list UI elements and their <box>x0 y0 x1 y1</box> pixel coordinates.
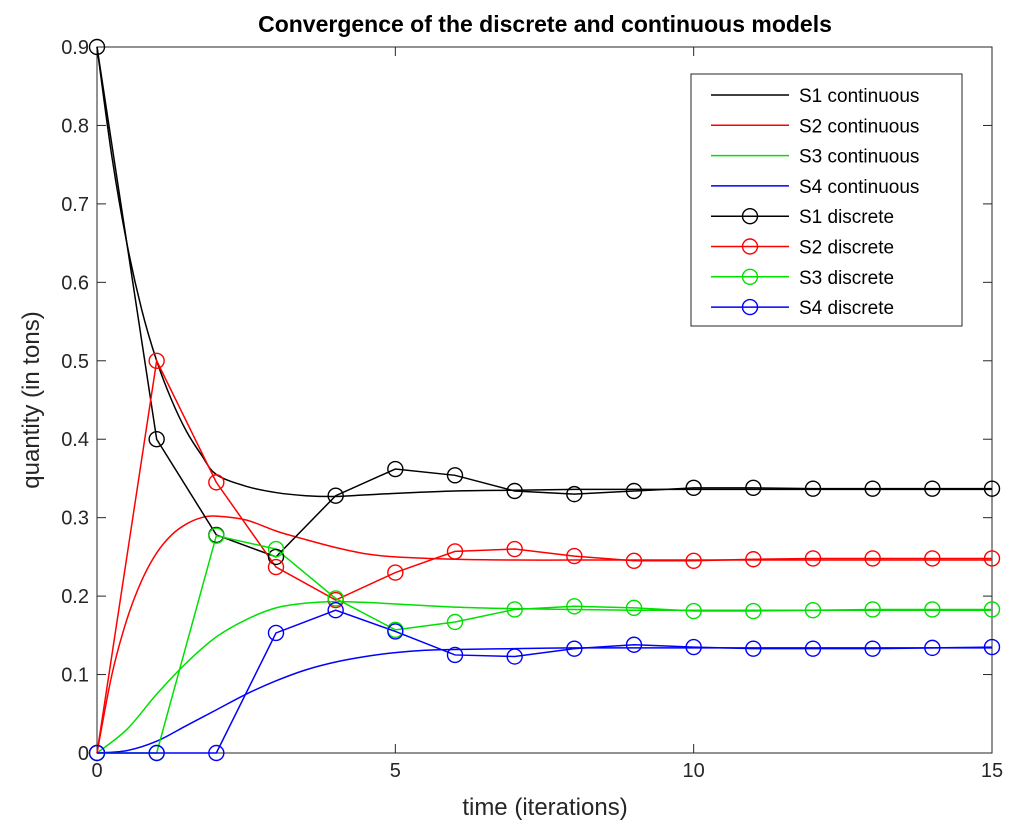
data-point-s2-discrete <box>446 543 464 560</box>
data-point-s1-discrete <box>625 482 643 500</box>
data-point-s4-discrete <box>208 744 225 762</box>
data-point-s3-discrete <box>566 598 583 615</box>
legend-marker-s3-discrete <box>741 268 759 285</box>
x-tick-label: 0 <box>91 760 102 782</box>
data-point-s3-discrete <box>327 590 344 607</box>
y-tick-label: 0.6 <box>61 272 89 294</box>
data-point-s2-discrete <box>924 550 941 567</box>
data-point-s2-discrete <box>745 551 762 568</box>
data-point-s2-discrete <box>506 540 523 558</box>
data-point-s3-discrete <box>506 601 523 618</box>
y-tick-label: 0.7 <box>61 194 89 216</box>
y-tick-label: 0.9 <box>61 37 89 59</box>
data-point-s3-discrete <box>745 602 762 620</box>
data-point-s2-discrete <box>267 558 285 576</box>
data-point-s4-discrete <box>327 602 344 619</box>
data-point-s4-discrete <box>506 648 523 665</box>
series-line-s2-discrete <box>96 358 992 754</box>
legend-entry-label: S2 continuous <box>799 116 919 137</box>
series-line-s1-discrete <box>96 46 992 558</box>
data-point-s2-discrete <box>804 550 822 567</box>
y-tick-label: 0.4 <box>61 429 89 451</box>
legend-marker-s2-discrete <box>741 238 759 255</box>
data-point-s3-discrete <box>924 601 941 618</box>
data-point-s1-discrete <box>148 431 165 448</box>
data-point-s4-discrete <box>864 640 881 657</box>
series-line-s4-continuous <box>96 647 992 754</box>
data-point-s4-discrete <box>983 638 1001 656</box>
legend-entry-label: S4 discrete <box>799 298 894 319</box>
data-point-s1-discrete <box>267 548 285 566</box>
data-point-s4-discrete <box>148 744 165 762</box>
data-point-s2-discrete <box>983 550 1001 567</box>
y-tick-label: 0.2 <box>61 586 89 608</box>
y-tick-label: 0 <box>78 743 89 765</box>
legend-entry-label: S4 continuous <box>799 177 919 198</box>
legend-entry-label: S2 discrete <box>799 238 894 259</box>
data-point-s3-discrete <box>685 602 702 620</box>
data-point-s1-discrete <box>864 480 881 497</box>
series-line-s2-continuous <box>96 515 992 754</box>
data-point-s1-discrete <box>685 479 702 497</box>
data-point-s2-discrete <box>864 550 881 567</box>
data-point-s2-discrete <box>625 552 643 570</box>
data-point-s3-discrete <box>625 599 643 617</box>
chart-title: Convergence of the discrete and continuo… <box>258 11 832 37</box>
data-point-s2-discrete <box>208 474 225 491</box>
data-point-s3-discrete <box>208 527 225 544</box>
data-point-s4-discrete <box>387 623 404 640</box>
data-point-s1-discrete <box>506 482 523 500</box>
x-tick-label: 10 <box>683 760 705 782</box>
legend-entry-label: S3 continuous <box>799 147 919 168</box>
data-point-s3-discrete <box>864 601 881 618</box>
legend: S1 continuous S2 continuous S3 continuous S… <box>690 73 963 327</box>
y-tick-label: 0.1 <box>61 665 89 687</box>
data-point-s2-discrete <box>685 552 702 570</box>
data-point-s4-discrete <box>745 640 762 657</box>
series-line-s3-discrete <box>97 534 992 754</box>
data-point-s2-discrete <box>387 564 404 581</box>
data-point-s2-discrete <box>148 352 165 369</box>
series-line-s4-discrete <box>97 609 993 754</box>
data-point-s3-discrete <box>983 601 1001 618</box>
axis-ticks: 0 5 10 15 0 0.1 0.2 0.3 0.4 0.5 0.6 0.7 0.8 0.9 <box>61 37 1003 782</box>
data-point-s1-discrete <box>446 467 464 484</box>
data-point-s1-discrete <box>566 485 583 503</box>
data-point-s1-discrete <box>327 487 344 504</box>
data-point-s4-discrete <box>267 624 285 642</box>
data-point-s1-discrete <box>924 480 941 497</box>
x-axis-label: time (iterations) <box>462 794 627 821</box>
legend-entry-label: S1 discrete <box>799 207 894 228</box>
data-point-s4-discrete <box>625 636 643 653</box>
legend-box <box>690 73 963 327</box>
data-point-s2-discrete <box>566 547 583 565</box>
series-markers <box>88 38 1001 762</box>
data-point-s4-discrete <box>88 744 106 762</box>
data-point-s3-discrete <box>267 540 285 558</box>
data-point-s4-discrete <box>685 638 702 656</box>
data-point-s1-discrete <box>745 479 762 497</box>
data-point-s1-discrete <box>88 38 106 56</box>
y-tick-label: 0.5 <box>61 351 89 373</box>
data-point-s1-discrete <box>804 480 822 497</box>
data-point-s1-discrete <box>387 460 404 478</box>
data-point-s4-discrete <box>924 639 941 657</box>
y-tick-label: 0.8 <box>61 115 89 137</box>
y-tick-label: 0.3 <box>61 508 89 530</box>
legend-entry-label: S3 discrete <box>799 268 894 289</box>
data-point-s4-discrete <box>446 646 464 664</box>
y-axis-label: quantity (in tons) <box>18 311 45 488</box>
legend-marker-s4-discrete <box>741 298 759 316</box>
data-point-s3-discrete <box>804 602 822 619</box>
data-point-s1-discrete <box>983 480 1001 497</box>
data-point-s4-discrete <box>804 640 822 657</box>
series-lines <box>96 46 993 754</box>
legend-marker-s1-discrete <box>741 207 759 225</box>
data-point-s4-discrete <box>566 640 583 657</box>
data-point-s3-discrete <box>446 613 464 631</box>
legend-entry-label: S1 continuous <box>799 86 919 107</box>
x-tick-label: 5 <box>390 760 401 782</box>
x-tick-label: 15 <box>981 760 1003 782</box>
